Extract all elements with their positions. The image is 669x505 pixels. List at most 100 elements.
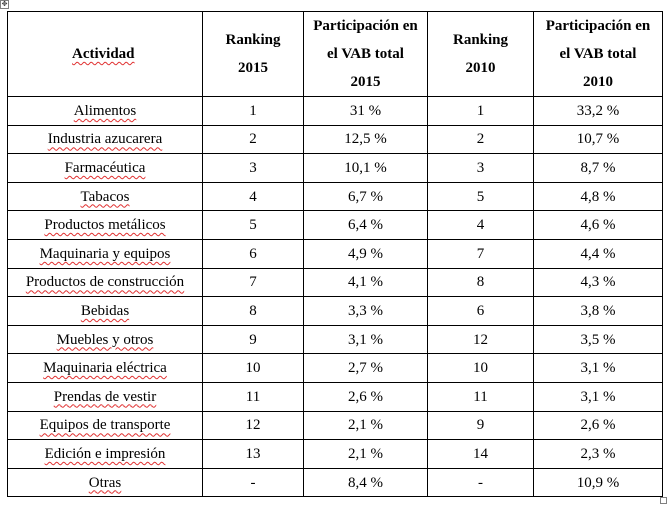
cell-ranking-2010-text: 11 <box>473 388 488 405</box>
cell-ranking-2010-text: 5 <box>476 188 485 205</box>
cell-participacion-2015-text: 4,1 % <box>348 274 383 291</box>
cell-actividad-text: Maquinaria y equipos <box>39 245 171 262</box>
cell-ranking-2015-text: 1 <box>249 102 257 119</box>
cell-participacion-2015: 31 % <box>303 96 428 126</box>
cell-ranking-2015-text: 8 <box>249 302 257 319</box>
table-header-row: Actividad Ranking 2015 Participación en … <box>7 11 663 97</box>
header-line: Ranking <box>225 32 281 48</box>
cell-participacion-2015: 8,4 % <box>303 467 428 498</box>
cell-actividad-text: Tabacos <box>80 188 130 205</box>
cell-ranking-2015: 9 <box>202 324 304 355</box>
header-line: 2010 <box>583 74 613 90</box>
cell-ranking-2015: 11 <box>202 381 304 412</box>
cell-ranking-2015: 13 <box>202 439 304 469</box>
cell-ranking-2015: - <box>202 467 304 498</box>
cell-ranking-2015-text: 11 <box>245 388 261 405</box>
cell-ranking-2010: 2 <box>427 124 534 155</box>
cell-participacion-2010: 10,7 % <box>533 124 663 155</box>
cell-participacion-2010: 3,1 % <box>533 381 663 412</box>
cell-actividad: Productos metálicos <box>7 210 203 240</box>
cell-participacion-2010-text: 3,1 % <box>580 388 616 405</box>
cell-actividad-text: Muebles y otros <box>56 331 154 348</box>
header-actividad: Actividad <box>7 11 203 97</box>
cell-ranking-2015-text: 2 <box>249 131 257 148</box>
cell-ranking-2010-text: 1 <box>476 102 485 119</box>
header-line: Participación en <box>545 18 651 34</box>
cell-actividad: Equipos de transporte <box>7 410 203 441</box>
cell-ranking-2010: 6 <box>427 296 534 326</box>
cell-ranking-2010: 14 <box>427 439 534 469</box>
cell-participacion-2015-text: 3,1 % <box>348 331 383 348</box>
cell-participacion-2010-text: 2,3 % <box>580 445 616 462</box>
cell-actividad: Farmacéutica <box>7 153 203 183</box>
cell-participacion-2010: 4,8 % <box>533 181 663 212</box>
cell-ranking-2015: 2 <box>202 124 304 155</box>
cell-participacion-2015: 2,1 % <box>303 439 428 469</box>
cell-actividad: Edición e impresión <box>7 439 203 469</box>
header-line: el VAB total <box>327 46 404 62</box>
cell-participacion-2015: 4,1 % <box>303 267 428 298</box>
cell-ranking-2015-text: 12 <box>245 417 261 434</box>
cell-participacion-2010: 2,3 % <box>533 439 663 469</box>
cell-participacion-2010-text: 3,8 % <box>580 302 616 319</box>
cell-ranking-2010: - <box>427 467 534 498</box>
cell-ranking-2015: 10 <box>202 353 304 383</box>
cell-ranking-2010-text: 14 <box>473 445 488 462</box>
table-row: Productos metálicos 5 6,4 % 4 4,6 % <box>7 210 663 240</box>
cell-ranking-2015-text: 7 <box>249 274 257 291</box>
header-participacion-2015: Participación en el VAB total 2015 <box>303 11 428 97</box>
table-row: Otras - 8,4 % - 10,9 % <box>7 467 663 498</box>
table-row: Prendas de vestir 11 2,6 % 11 3,1 % <box>7 381 663 412</box>
cell-ranking-2010-text: 10 <box>473 360 488 377</box>
cell-ranking-2010: 8 <box>427 267 534 298</box>
cell-ranking-2010-text: 7 <box>476 245 485 262</box>
cell-participacion-2015: 4,9 % <box>303 238 428 269</box>
cell-ranking-2015: 12 <box>202 410 304 441</box>
cell-ranking-2015-text: - <box>250 474 256 491</box>
cell-participacion-2015: 10,1 % <box>303 153 428 183</box>
table-row: Alimentos 1 31 % 1 33,2 % <box>7 96 663 126</box>
cell-participacion-2015-text: 10,1 % <box>344 159 387 176</box>
cell-ranking-2015: 7 <box>202 267 304 298</box>
cell-actividad: Maquinaria eléctrica <box>7 353 203 383</box>
cell-participacion-2015-text: 6,4 % <box>348 217 383 234</box>
header-ranking-2010: Ranking 2010 <box>427 11 534 97</box>
cell-ranking-2015: 1 <box>202 96 304 126</box>
cell-ranking-2015-text: 3 <box>249 159 257 176</box>
cell-actividad: Industria azucarera <box>7 124 203 155</box>
table-row: Productos de construcción 7 4,1 % 8 4,3 % <box>7 267 663 298</box>
cell-ranking-2010-text: 4 <box>476 217 485 234</box>
cell-participacion-2015: 6,4 % <box>303 210 428 240</box>
cell-participacion-2010-text: 4,6 % <box>580 217 616 234</box>
header-line: 2015 <box>238 60 268 76</box>
cell-ranking-2010: 4 <box>427 210 534 240</box>
cell-participacion-2010-text: 3,5 % <box>580 331 616 348</box>
cell-participacion-2015-text: 8,4 % <box>348 474 383 491</box>
cell-actividad: Maquinaria y equipos <box>7 238 203 269</box>
header-actividad-label: Actividad <box>72 46 135 62</box>
cell-ranking-2010-text: 3 <box>476 159 485 176</box>
table-move-handle-icon[interactable]: ✥ <box>0 0 9 9</box>
header-line: 2010 <box>465 60 496 76</box>
header-line: Ranking <box>452 32 509 48</box>
table-resize-handle-icon[interactable] <box>660 497 667 504</box>
cell-participacion-2010: 3,1 % <box>533 353 663 383</box>
cell-actividad-text: Industria azucarera <box>47 131 163 148</box>
cell-actividad-text: Maquinaria eléctrica <box>43 360 167 377</box>
cell-actividad: Prendas de vestir <box>7 381 203 412</box>
cell-participacion-2010-text: 2,6 % <box>580 417 616 434</box>
cell-ranking-2015-text: 5 <box>249 217 257 234</box>
cell-ranking-2010: 12 <box>427 324 534 355</box>
cell-participacion-2010-text: 3,1 % <box>580 360 616 377</box>
cell-participacion-2010: 4,6 % <box>533 210 663 240</box>
cell-participacion-2015: 2,1 % <box>303 410 428 441</box>
cell-participacion-2015-text: 4,9 % <box>348 245 383 262</box>
table-row: Muebles y otros 9 3,1 % 12 3,5 % <box>7 324 663 355</box>
cell-ranking-2010-text: 2 <box>476 131 485 148</box>
cell-participacion-2010-text: 10,7 % <box>576 131 620 148</box>
cell-ranking-2015-text: 4 <box>249 188 257 205</box>
cell-ranking-2010-text: 9 <box>476 417 485 434</box>
cell-participacion-2010-text: 33,2 % <box>576 102 620 119</box>
cell-participacion-2010-text: 4,4 % <box>580 245 616 262</box>
cell-participacion-2010: 4,3 % <box>533 267 663 298</box>
